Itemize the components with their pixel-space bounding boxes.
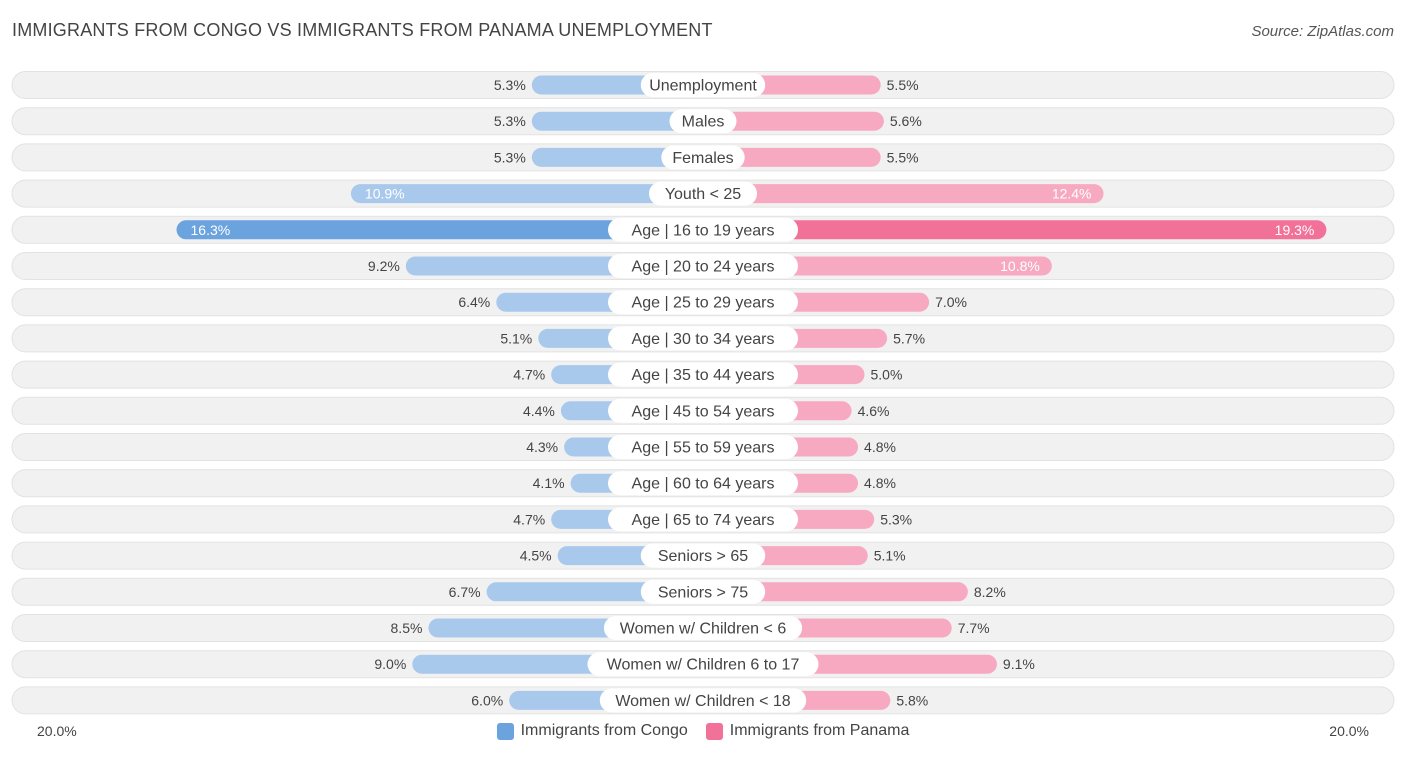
value-label-panama: 4.8%: [864, 439, 896, 455]
value-label-congo: 6.0%: [471, 692, 503, 708]
axis-right-label: 20.0%: [1329, 723, 1369, 739]
value-label-panama: 9.1%: [1003, 656, 1035, 672]
category-label-bg: [640, 543, 766, 568]
value-label-congo: 5.1%: [500, 330, 532, 346]
category-label-bg: [599, 688, 807, 713]
category-label-bg: [608, 471, 798, 496]
value-label-panama: 7.0%: [935, 294, 967, 310]
value-label-congo: 9.2%: [368, 258, 400, 274]
bar-panama: [703, 184, 1104, 204]
category-label-bg: [608, 435, 798, 459]
legend-label-congo: Immigrants from Congo: [520, 722, 688, 739]
category-label-bg: [640, 73, 766, 97]
axis-left-label: 20.0%: [37, 723, 77, 739]
category-label-bg: [640, 579, 766, 604]
value-label-panama: 5.0%: [871, 367, 903, 383]
category-label: Youth < 25: [665, 186, 741, 203]
bar-congo: [350, 184, 703, 204]
category-label: Women w/ Children < 18: [615, 693, 790, 710]
category-label: Age | 65 to 74 years: [632, 512, 775, 529]
category-label-bg: [608, 290, 798, 315]
value-label-congo: 10.9%: [365, 186, 405, 202]
legend-item-congo[interactable]: Immigrants from Congo: [496, 722, 688, 740]
category-label: Age | 55 to 59 years: [632, 440, 775, 457]
category-label: Age | 20 to 24 years: [632, 259, 775, 276]
value-label-panama: 7.7%: [958, 620, 990, 636]
category-label-bg: [608, 217, 798, 242]
legend-item-panama[interactable]: Immigrants from Panama: [705, 722, 910, 740]
value-label-congo: 4.1%: [533, 475, 565, 491]
value-label-congo: 5.3%: [494, 77, 526, 93]
legend-label-panama: Immigrants from Panama: [729, 722, 910, 739]
bar-congo: [531, 111, 703, 131]
value-label-panama: 8.2%: [974, 584, 1006, 600]
category-label: Age | 16 to 19 years: [632, 222, 775, 239]
value-label-panama: 4.8%: [864, 475, 896, 491]
category-label: Age | 35 to 44 years: [632, 367, 775, 384]
bar-panama: [703, 582, 968, 602]
category-label-bg: [608, 507, 798, 532]
bar-congo: [176, 220, 703, 240]
value-label-congo: 6.7%: [449, 584, 481, 600]
category-label-bg: [587, 652, 819, 677]
value-label-congo: 4.7%: [513, 511, 545, 527]
category-label: Age | 45 to 54 years: [632, 403, 775, 420]
category-label-bg: [608, 362, 798, 387]
category-label: Age | 60 to 64 years: [632, 476, 775, 493]
category-label: Age | 30 to 34 years: [632, 331, 775, 348]
category-label-bg: [608, 326, 798, 351]
value-label-panama: 5.5%: [887, 77, 919, 93]
value-label-panama: 4.6%: [858, 403, 890, 419]
category-label: Women w/ Children < 6: [620, 621, 787, 638]
value-label-congo: 4.4%: [523, 403, 555, 419]
legend-swatch-congo: [496, 722, 514, 740]
category-label: Unemployment: [649, 78, 757, 95]
value-label-panama: 5.8%: [896, 692, 928, 708]
value-label-congo: 4.5%: [520, 548, 552, 564]
value-label-panama: 19.3%: [1275, 222, 1315, 238]
category-label-bg: [649, 181, 757, 206]
category-label: Males: [682, 114, 725, 131]
bar-panama: [703, 111, 884, 131]
value-label-congo: 16.3%: [191, 222, 231, 238]
category-label: Age | 25 to 29 years: [632, 295, 775, 312]
category-label-bg: [608, 254, 798, 278]
value-label-congo: 8.5%: [391, 620, 423, 636]
value-label-congo: 5.3%: [494, 113, 526, 129]
legend: Immigrants from Congo Immigrants from Pa…: [0, 722, 1406, 740]
value-label-panama: 5.5%: [887, 149, 919, 165]
bar-congo: [531, 147, 703, 167]
value-label-panama: 12.4%: [1052, 186, 1092, 202]
value-label-panama: 5.7%: [893, 330, 925, 346]
value-label-congo: 9.0%: [374, 656, 406, 672]
category-label-bg: [603, 616, 803, 640]
value-label-panama: 10.8%: [1000, 258, 1040, 274]
value-label-panama: 5.1%: [874, 548, 906, 564]
value-label-panama: 5.3%: [880, 511, 912, 527]
bar-panama: [703, 147, 881, 167]
value-label-congo: 4.7%: [513, 367, 545, 383]
category-label-bg: [608, 398, 798, 423]
value-label-panama: 5.6%: [890, 113, 922, 129]
category-label: Seniors > 75: [658, 584, 748, 601]
bar-panama: [703, 220, 1327, 240]
category-label-bg: [669, 109, 737, 134]
legend-swatch-panama: [705, 722, 723, 740]
category-label-bg: [661, 145, 745, 170]
source-label: Source: ZipAtlas.com: [1251, 23, 1394, 40]
value-label-congo: 4.3%: [526, 439, 558, 455]
chart-title: IMMIGRANTS FROM CONGO VS IMMIGRANTS FROM…: [12, 20, 713, 40]
value-label-congo: 6.4%: [458, 294, 490, 310]
category-label: Females: [672, 150, 733, 167]
category-label: Seniors > 65: [658, 548, 748, 565]
value-label-congo: 5.3%: [494, 149, 526, 165]
category-label: Women w/ Children 6 to 17: [607, 657, 800, 674]
